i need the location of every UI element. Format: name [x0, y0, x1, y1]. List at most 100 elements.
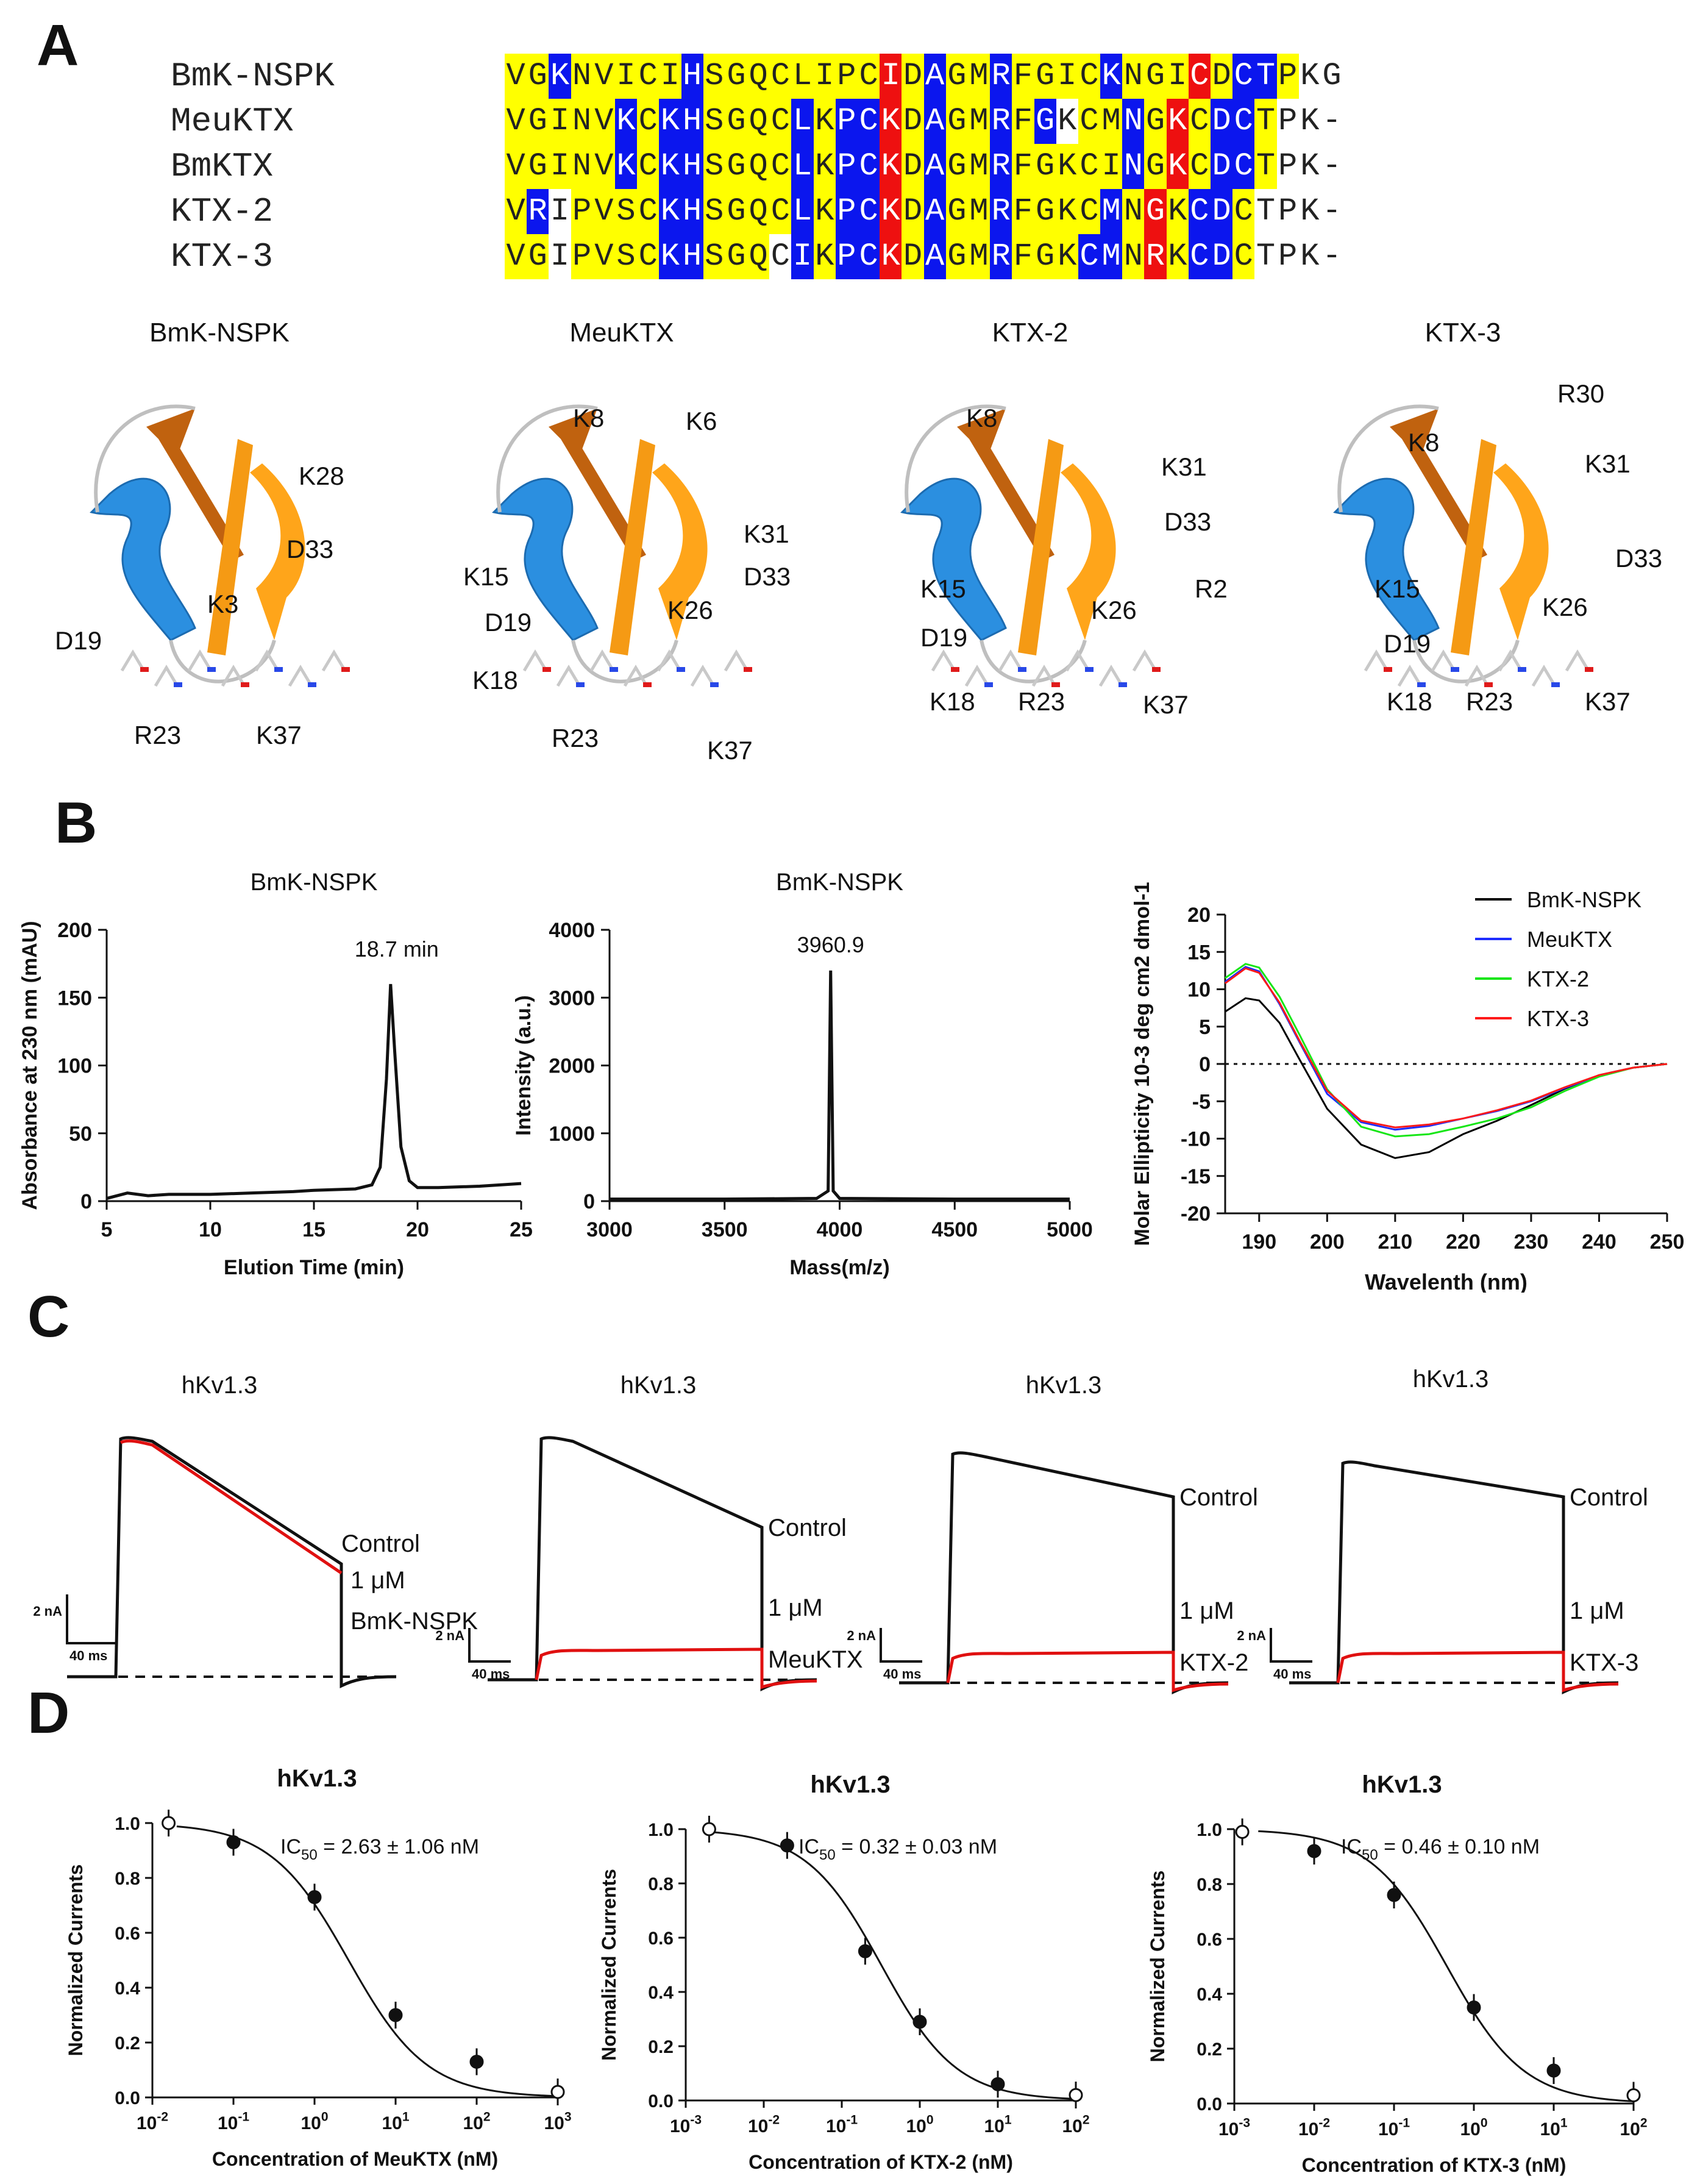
- control-label: Control: [1570, 1484, 1648, 1511]
- y-tick-label: 150: [57, 987, 92, 1010]
- chart-title: BmK-NSPK: [776, 869, 903, 896]
- residue-label: K18: [1387, 687, 1432, 716]
- residue: V: [592, 54, 615, 99]
- residue: P: [1276, 54, 1299, 99]
- alignment-name: BmK-NSPK: [171, 57, 335, 96]
- dose-response-2: hKv1.30.00.20.40.60.81.010-3 10-2 10-1 100 1…: [598, 1771, 1090, 2173]
- x-axis-label: Concentration of MeuKTX (nM): [212, 2148, 498, 2170]
- alignment-row: KTX-2 V R I P V S C K H S G Q C L K P C K D A G M R F G K C M N G K C D C T…: [171, 189, 1343, 234]
- residue-label: K37: [256, 721, 302, 749]
- y-axis-label: Normalized Currents: [598, 1869, 620, 2061]
- residue: K: [1166, 234, 1189, 279]
- residue: K: [880, 189, 902, 234]
- x-tick-label: 5000: [1047, 1218, 1093, 1241]
- residue: K: [813, 234, 836, 279]
- residue: F: [1012, 54, 1034, 99]
- atom-marker: [308, 682, 316, 687]
- x-tick-label: 103: [544, 2110, 571, 2134]
- alignment-row: BmKTX V G I N V K C K H S G Q C L K P C K D A G M R F G K C I N G K C D C T…: [171, 144, 1343, 189]
- residue: H: [681, 234, 703, 279]
- structure-panels: BmK-NSPK K28 D33 K3 D19 R23 K37 MeuKTX K8 K6 K31 K1…: [55, 318, 1662, 765]
- panel-label-a: A: [37, 13, 79, 78]
- side-chain: [1498, 649, 1523, 672]
- x-tick-label-exp: -3: [1239, 2116, 1250, 2130]
- residue: -: [1320, 234, 1343, 279]
- y-tick-label: 0.8: [115, 1869, 140, 1889]
- x-axis-label: Mass(m/z): [789, 1256, 889, 1279]
- residue: C: [858, 189, 880, 234]
- residue: C: [1232, 54, 1255, 99]
- beta-strand-2: [1451, 439, 1496, 655]
- residue: M: [967, 54, 990, 99]
- residue: K: [1166, 189, 1189, 234]
- residue: C: [1188, 144, 1211, 189]
- structure-2: MeuKTX K8 K6 K31 K15 D33 K26 D19 K18 R23 K37: [463, 318, 791, 765]
- side-chain: [656, 649, 682, 672]
- residue: N: [1122, 54, 1145, 99]
- residue: K: [1056, 144, 1078, 189]
- residue-label: K6: [686, 407, 717, 435]
- residue: I: [614, 54, 638, 99]
- ms-chart: BmK-NSPK 3000 3500 4000 4500 5000 0 1000 2000 300…: [512, 869, 1093, 1279]
- data-point: [1069, 2088, 1083, 2102]
- atom-marker: [1451, 667, 1459, 672]
- x-tick-label-base: 10: [1540, 2119, 1560, 2139]
- residue: D: [902, 99, 924, 144]
- x-tick-label: 101: [984, 2113, 1011, 2137]
- toxin-label: KTX-3: [1570, 1649, 1638, 1676]
- side-chain: [1132, 649, 1158, 672]
- x-tick-label: 25: [510, 1218, 533, 1241]
- x-tick-label-exp: 2: [1083, 2113, 1090, 2127]
- beta-strand-2: [610, 439, 655, 655]
- residue: K: [659, 144, 681, 189]
- atom-marker: [241, 682, 249, 687]
- y-axis-label: Normalized Currents: [1147, 1871, 1168, 2063]
- x-tick-label-base: 10: [301, 2113, 321, 2133]
- x-tick-label-exp: -1: [238, 2110, 249, 2124]
- residue: C: [769, 234, 792, 279]
- x-tick-label: 250: [1650, 1230, 1685, 1254]
- residue-label: K8: [966, 404, 997, 432]
- data-point: [307, 1890, 322, 1904]
- residue: I: [813, 54, 836, 99]
- y-tick-label: 0.4: [648, 1983, 674, 2003]
- x-tick-label: 20: [406, 1218, 429, 1241]
- legend-label: MeuKTX: [1527, 927, 1612, 952]
- structure-title: KTX-3: [1425, 318, 1501, 348]
- beta-strand-2: [207, 439, 253, 655]
- data-point: [1307, 1844, 1321, 1858]
- residue: C: [1188, 189, 1211, 234]
- side-chain: [1031, 665, 1057, 687]
- helix-ribbon: [90, 477, 196, 641]
- x-tick-label-base: 10: [1620, 2119, 1640, 2139]
- hplc-trace: [106, 983, 522, 1200]
- x-tick-label-base: 10: [218, 2113, 238, 2133]
- residue: V: [592, 234, 615, 279]
- residue: S: [703, 99, 725, 144]
- x-tick-label: 4500: [931, 1218, 978, 1241]
- x-tick-label: 100: [906, 2113, 933, 2137]
- dose-response-3: hKv1.30.00.20.40.60.81.010-3 10-2 10-1 100 1…: [1147, 1771, 1648, 2176]
- side-chain: [1065, 649, 1090, 672]
- residue: G: [1034, 99, 1056, 144]
- atom-marker: [677, 667, 685, 672]
- residue: K: [1100, 54, 1123, 99]
- dose-label: 1 μM: [350, 1567, 405, 1594]
- y-tick-label: 2000: [549, 1055, 595, 1078]
- scale-y-label: 2 nA: [435, 1628, 464, 1643]
- data-point: [1626, 2088, 1641, 2102]
- atom-marker: [1417, 682, 1426, 687]
- residue: F: [1012, 189, 1034, 234]
- x-axis-label: Elution Time (min): [224, 1256, 404, 1279]
- residue: M: [967, 144, 990, 189]
- scale-y-label: 2 nA: [847, 1628, 876, 1643]
- atom-marker: [140, 667, 149, 672]
- trace-title: hKv1.3: [1413, 1366, 1489, 1393]
- residue: L: [791, 99, 814, 144]
- y-tick-label: -10: [1181, 1128, 1211, 1151]
- x-tick-label-exp: 0: [926, 2113, 934, 2127]
- atom-marker: [1085, 667, 1094, 672]
- residue: K: [1298, 54, 1321, 99]
- residue: K: [1166, 99, 1189, 144]
